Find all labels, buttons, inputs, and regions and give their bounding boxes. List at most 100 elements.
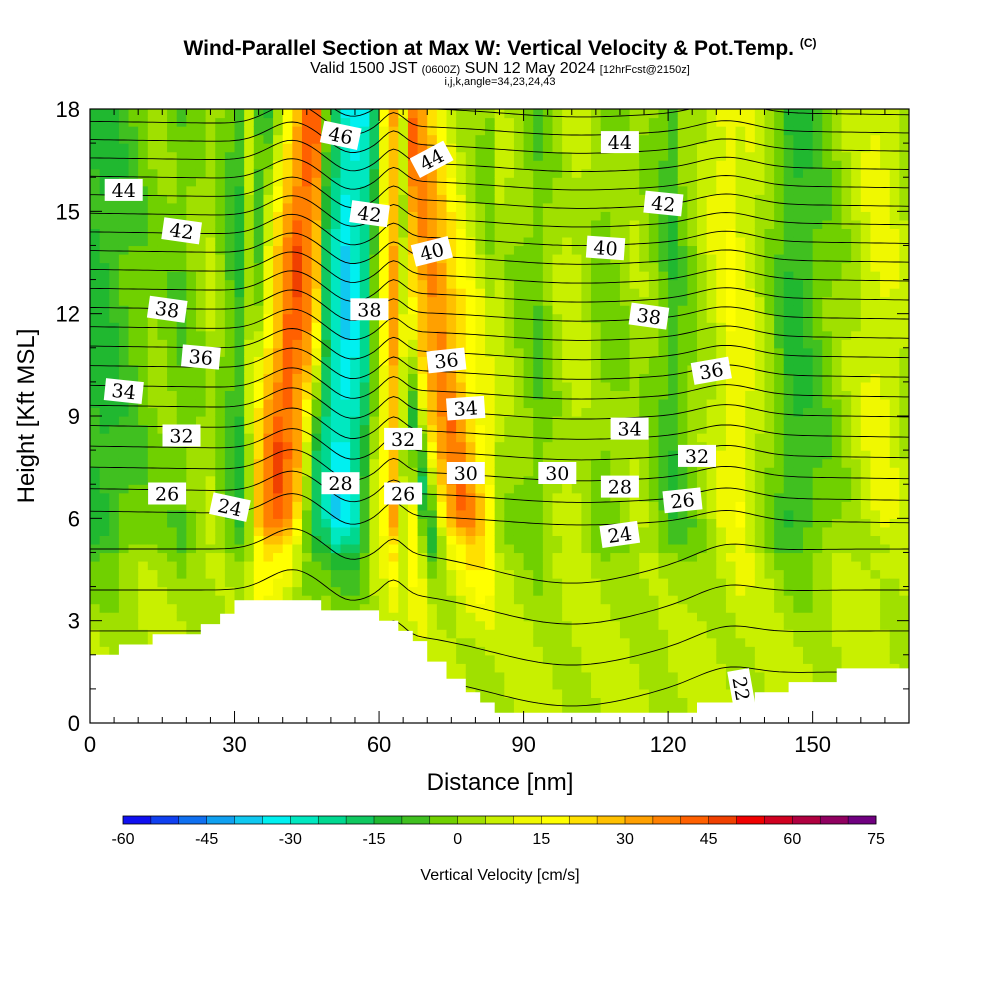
- velocity-cell: [523, 151, 534, 161]
- velocity-cell: [523, 211, 534, 221]
- velocity-cell: [629, 364, 640, 374]
- velocity-cell: [157, 509, 168, 519]
- velocity-cell: [639, 160, 650, 170]
- velocity-cell: [735, 578, 746, 588]
- velocity-cell: [330, 364, 342, 374]
- velocity-cell: [494, 330, 505, 340]
- velocity-cell: [648, 560, 660, 571]
- velocity-cell: [379, 543, 390, 554]
- velocity-cell: [725, 637, 737, 647]
- velocity-cell: [456, 416, 467, 426]
- velocity-cell: [176, 134, 187, 144]
- velocity-cell: [716, 322, 727, 332]
- velocity-cell: [533, 262, 544, 272]
- velocity-cell: [301, 424, 313, 434]
- velocity-cell: [600, 211, 611, 221]
- velocity-cell: [706, 211, 717, 221]
- velocity-cell: [147, 168, 159, 178]
- velocity-cell: [456, 339, 467, 349]
- velocity-cell: [244, 509, 255, 519]
- velocity-cell: [533, 279, 544, 289]
- velocity-cell: [523, 381, 534, 392]
- velocity-cell: [167, 595, 178, 605]
- velocity-cell: [195, 117, 207, 127]
- velocity-cell: [340, 151, 351, 161]
- velocity-cell: [147, 475, 159, 485]
- velocity-cell: [147, 450, 159, 460]
- velocity-cell: [138, 262, 149, 272]
- velocity-cell: [658, 586, 669, 596]
- velocity-cell: [745, 398, 756, 409]
- velocity-cell: [465, 509, 477, 519]
- velocity-cell: [446, 194, 457, 204]
- velocity-cell: [735, 194, 746, 204]
- velocity-cell: [677, 109, 688, 119]
- velocity-cell: [475, 416, 486, 426]
- velocity-cell: [494, 671, 505, 681]
- velocity-cell: [668, 313, 679, 323]
- velocity-cell: [340, 543, 351, 554]
- velocity-cell: [562, 552, 573, 562]
- velocity-cell: [340, 364, 351, 374]
- velocity-cell: [90, 492, 101, 502]
- velocity-cell: [109, 126, 120, 136]
- velocity-cell: [99, 603, 110, 613]
- velocity-cell: [716, 620, 727, 630]
- velocity-cell: [581, 279, 592, 289]
- velocity-cell: [552, 450, 563, 460]
- velocity-cell: [591, 705, 602, 716]
- velocity-cell: [301, 381, 313, 392]
- velocity-cell: [436, 552, 448, 562]
- velocity-cell: [340, 603, 351, 613]
- velocity-cell: [697, 185, 708, 195]
- velocity-cell: [167, 518, 178, 528]
- velocity-cell: [456, 313, 467, 323]
- velocity-cell: [147, 373, 159, 383]
- velocity-cell: [600, 560, 611, 571]
- velocity-cell: [340, 535, 351, 545]
- velocity-cell: [562, 535, 573, 545]
- velocity-cell: [167, 236, 178, 247]
- velocity-cell: [619, 288, 631, 298]
- velocity-cell: [195, 441, 207, 451]
- velocity-cell: [138, 236, 149, 247]
- velocity-cell: [648, 168, 660, 178]
- velocity-cell: [273, 228, 284, 238]
- velocity-cell: [388, 373, 399, 383]
- velocity-cell: [340, 228, 351, 238]
- velocity-cell: [591, 143, 602, 153]
- velocity-cell: [619, 552, 631, 562]
- velocity-cell: [436, 381, 448, 392]
- velocity-cell: [340, 185, 351, 195]
- velocity-cell: [552, 168, 563, 178]
- velocity-cell: [321, 492, 332, 502]
- velocity-cell: [446, 245, 457, 255]
- velocity-cell: [648, 620, 660, 630]
- velocity-cell: [571, 680, 582, 690]
- velocity-cell: [244, 492, 255, 502]
- velocity-cell: [379, 288, 390, 298]
- velocity-cell: [195, 535, 207, 545]
- velocity-cell: [157, 569, 168, 579]
- velocity-cell: [186, 177, 197, 187]
- velocity-cell: [224, 560, 236, 571]
- velocity-cell: [282, 109, 293, 119]
- velocity-cell: [340, 407, 351, 417]
- velocity-cell: [504, 143, 515, 153]
- velocity-cell: [668, 296, 679, 306]
- velocity-cell: [639, 560, 650, 571]
- velocity-cell: [321, 347, 332, 357]
- velocity-cell: [167, 151, 178, 161]
- velocity-cell: [90, 219, 101, 229]
- velocity-cell: [658, 543, 669, 554]
- velocity-cell: [725, 543, 737, 554]
- velocity-cell: [330, 569, 342, 579]
- velocity-cell: [706, 509, 717, 519]
- velocity-cell: [369, 143, 380, 153]
- velocity-cell: [465, 330, 477, 340]
- velocity-cell: [157, 160, 168, 170]
- velocity-cell: [446, 296, 457, 306]
- velocity-cell: [224, 424, 236, 434]
- velocity-cell: [523, 526, 534, 536]
- velocity-cell: [388, 552, 399, 562]
